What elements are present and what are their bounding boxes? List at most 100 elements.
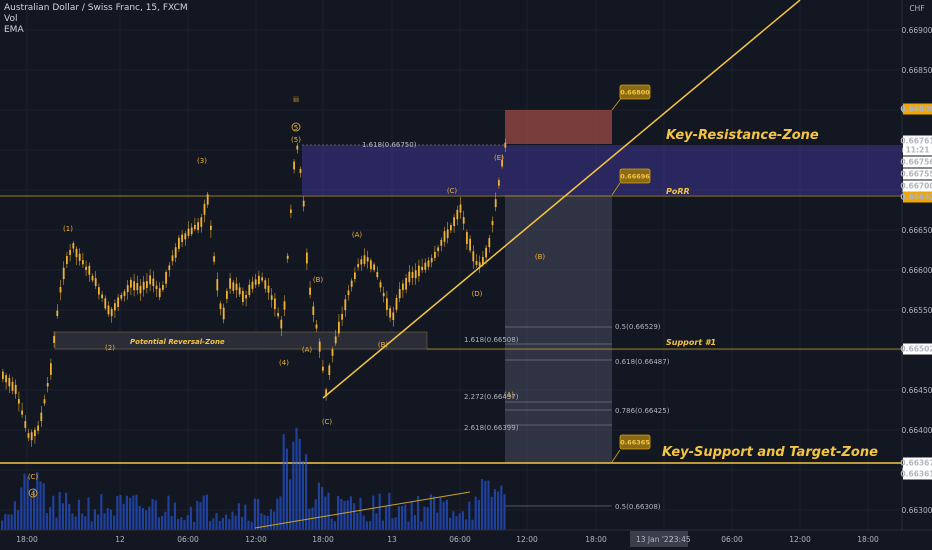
- vol-indicator[interactable]: Vol: [4, 14, 18, 24]
- candle: [411, 266, 414, 285]
- volume-bar: [234, 515, 237, 530]
- candle: [117, 293, 119, 312]
- resistance-box: [505, 110, 612, 144]
- volume-bar: [244, 504, 247, 530]
- volume-bar: [436, 512, 439, 530]
- ema-indicator[interactable]: EMA: [4, 25, 24, 35]
- candle: [146, 273, 148, 294]
- candle: [24, 415, 27, 432]
- volume-bar: [477, 499, 480, 530]
- volume-bar: [109, 509, 112, 530]
- candle: [194, 217, 196, 232]
- wave-b1: (B): [313, 276, 324, 284]
- candle: [277, 307, 279, 319]
- volume-bar: [161, 515, 164, 530]
- wave-c2: (C): [447, 187, 458, 195]
- candle: [264, 277, 267, 293]
- volume-bar: [122, 503, 125, 530]
- candle: [386, 291, 388, 316]
- volume-bar: [455, 516, 458, 530]
- candle: [101, 291, 103, 302]
- volume-bar: [55, 517, 58, 530]
- volume-bar: [106, 508, 109, 530]
- symbol-title[interactable]: Australian Dollar / Swiss Franc, 15, FXC…: [4, 3, 188, 13]
- candle: [248, 279, 251, 298]
- volume-bar: [298, 438, 301, 530]
- price-tag-0-66800[interactable]: 0.66800: [611, 84, 651, 111]
- key-resistance-zone-label: Key-Resistance-Zone: [666, 128, 819, 143]
- candle: [331, 346, 334, 363]
- volume-bar: [42, 483, 45, 530]
- volume-bar: [481, 479, 484, 530]
- candle: [501, 154, 503, 169]
- volume-bar: [289, 479, 292, 530]
- svg-text:23:45: 23:45: [669, 535, 691, 544]
- volume-bar: [401, 505, 404, 530]
- volume-bar: [36, 472, 39, 530]
- volume-bar: [183, 520, 186, 530]
- candle: [427, 257, 430, 270]
- candle: [5, 372, 7, 390]
- wave-5-circled: 5: [294, 124, 298, 132]
- svg-text:0.66761: 0.66761: [900, 137, 932, 146]
- svg-text:0.66696: 0.66696: [620, 173, 650, 181]
- volume-bar: [468, 501, 471, 530]
- volume-bar: [292, 441, 295, 530]
- volume-bar: [4, 514, 7, 530]
- price-tag-0-66696[interactable]: 0.66696: [611, 168, 651, 196]
- candle: [450, 222, 452, 234]
- candle: [27, 428, 30, 442]
- candle: [78, 248, 81, 266]
- svg-text:0.66800: 0.66800: [900, 105, 932, 114]
- volume-bar: [237, 503, 240, 530]
- volume-bar: [365, 521, 368, 530]
- candle: [296, 142, 299, 154]
- volume-bar: [433, 496, 436, 530]
- fib-label-3: 2.272(0.66437): [464, 393, 519, 401]
- wave-a-forecast: (A): [504, 391, 515, 399]
- candle: [229, 273, 231, 294]
- candle: [104, 295, 107, 311]
- price-tick-label: 0.66450: [901, 386, 932, 395]
- candle: [392, 306, 395, 327]
- volume-bar: [500, 485, 503, 530]
- candle: [162, 281, 164, 292]
- trendline: [322, 0, 801, 399]
- candle: [130, 277, 132, 296]
- wave-c-low: (C): [28, 473, 39, 481]
- wave-a1: (A): [302, 346, 313, 354]
- wave-4: (4): [279, 359, 289, 367]
- candle: [478, 255, 481, 274]
- volume-bar: [388, 492, 391, 530]
- volume-bar: [68, 503, 71, 530]
- volume-bar: [180, 517, 183, 530]
- volume-bar: [225, 514, 228, 530]
- candle: [270, 288, 273, 308]
- volume-bar: [20, 487, 23, 530]
- volume-bar: [343, 500, 346, 530]
- volume-bar: [154, 500, 157, 530]
- volume-bar: [61, 503, 64, 530]
- price-tag-0-66365[interactable]: 0.66365: [611, 434, 651, 463]
- grid: [0, 0, 900, 530]
- price-tick-label: 0.66400: [901, 426, 932, 435]
- volume-bar: [282, 434, 285, 530]
- wave-5: (5): [291, 136, 301, 144]
- svg-text:13 Jan '22: 13 Jan '22: [636, 535, 674, 544]
- price-badge: 0.66502: [900, 343, 932, 355]
- volume-bar: [39, 481, 42, 530]
- candle: [328, 363, 331, 380]
- volume-bar: [317, 482, 320, 530]
- candle: [133, 273, 135, 297]
- candle: [280, 315, 283, 337]
- candle: [226, 288, 228, 304]
- candle: [120, 292, 123, 302]
- volume-bar: [132, 495, 135, 530]
- price-badge: 0.66761: [900, 135, 932, 147]
- volume-bar: [337, 495, 340, 530]
- candle: [290, 204, 292, 219]
- svg-text:0.66361: 0.66361: [900, 470, 932, 479]
- wave-c1: (C): [322, 418, 333, 426]
- candle: [14, 379, 17, 399]
